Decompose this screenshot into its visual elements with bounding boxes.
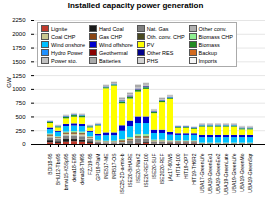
svg-text:1500: 1500 — [12, 59, 26, 65]
html-text:Hydro Power: Hydro Power — [51, 49, 83, 56]
html-text:Installed capacity power gener: Installed capacity power generation — [67, 1, 204, 10]
html-text:Biomass CHP: Biomass CHP — [198, 33, 233, 40]
html-text:Geothermal: Geothermal — [98, 49, 128, 56]
svg-text:UBA19-GreenEe1: UBA19-GreenEe1 — [207, 153, 213, 194]
svg-text:UBA19-GreenLate: UBA19-GreenLate — [223, 153, 229, 194]
svg-text:HIT19-TH6R2: HIT19-TH6R2 — [191, 153, 197, 184]
html-text:Coal CHP: Coal CHP — [51, 33, 76, 40]
svg-text:HIT14-100: HIT14-100 — [175, 153, 181, 177]
html-text:Wind onshore: Wind onshore — [51, 41, 85, 48]
html-text:Other conv.: Other conv. — [198, 25, 227, 32]
html-text:PHS: PHS — [146, 57, 159, 64]
svg-text:GPI19-PlaM: GPI19-PlaM — [95, 154, 101, 181]
svg-text:HIT19-OPT: HIT19-OPT — [183, 154, 189, 180]
svg-text:bmwi15-K5Sp95: bmwi15-K5Sp95 — [63, 153, 69, 190]
svg-text:250: 250 — [15, 128, 26, 134]
svg-text:dena18-TM95: dena18-TM95 — [79, 153, 85, 184]
svg-text:BDI18-95: BDI18-95 — [47, 153, 53, 174]
svg-text:UBA19-GreenEe2: UBA19-GreenEe2 — [215, 153, 221, 194]
svg-text:INR517-OS: INR517-OS — [111, 153, 117, 180]
svg-text:500: 500 — [15, 114, 26, 120]
svg-text:INE517-ME: INE517-ME — [103, 153, 109, 180]
svg-text:ISE20-INaK2: ISE20-INaK2 — [135, 153, 141, 182]
html-text:Backup: Backup — [198, 49, 217, 56]
html-text:Other RES: Other RES — [146, 49, 174, 56]
svg-text:ISE20-REF100: ISE20-REF100 — [143, 153, 149, 187]
svg-text:ISE2020-REF: ISE2020-REF — [159, 154, 165, 185]
svg-text:UBA19-GreenLife: UBA19-GreenLife — [231, 153, 237, 193]
svg-text:1750: 1750 — [12, 45, 26, 51]
svg-text:dena18-El95: dena18-El95 — [71, 153, 77, 182]
html-text:Power sto.: Power sto. — [51, 57, 77, 64]
html-text:PV: PV — [146, 41, 155, 48]
svg-text:1250: 1250 — [12, 73, 26, 79]
html-text:Biomass: Biomass — [198, 41, 220, 48]
html-text:Oth. conv. CHP: Oth. conv. CHP — [146, 33, 185, 40]
svg-text:ISE20-SUF: ISE20-SUF — [151, 154, 157, 179]
svg-text:GW: GW — [6, 77, 12, 88]
html-text:Batteries: Batteries — [98, 57, 121, 64]
svg-text:FZJ19-95: FZJ19-95 — [87, 153, 93, 175]
html-text:Wind offshore: Wind offshore — [98, 41, 133, 48]
html-text:Nat. Gas: Nat. Gas — [146, 25, 169, 32]
svg-text:750: 750 — [15, 100, 26, 106]
svg-text:jAc17-60W5: jAc17-60W5 — [167, 153, 173, 181]
svg-text:2250: 2250 — [12, 17, 26, 23]
svg-text:UBA17-GreenLife: UBA17-GreenLife — [199, 153, 205, 193]
html-text:Imports: Imports — [198, 57, 217, 64]
html-text:Lignite: Lignite — [51, 25, 68, 32]
svg-text:2000: 2000 — [12, 31, 26, 37]
html-text:Gas CHP: Gas CHP — [98, 33, 123, 40]
svg-text:UBA19-GreenSqr: UBA19-GreenSqr — [247, 153, 253, 193]
svg-text:0: 0 — [22, 141, 26, 147]
svg-text:BHU12-Tbs95: BHU12-Tbs95 — [55, 153, 61, 185]
svg-text:ISE20-BiHARE: ISE20-BiHARE — [127, 153, 133, 187]
html-text:Hard Coal: Hard Coal — [98, 25, 124, 32]
svg-text:ISC25-2D-a-mix-b: ISC25-2D-a-mix-b — [119, 153, 125, 194]
svg-text:1000: 1000 — [12, 86, 26, 92]
svg-text:UBA19-GreenMo: UBA19-GreenMo — [239, 153, 245, 192]
